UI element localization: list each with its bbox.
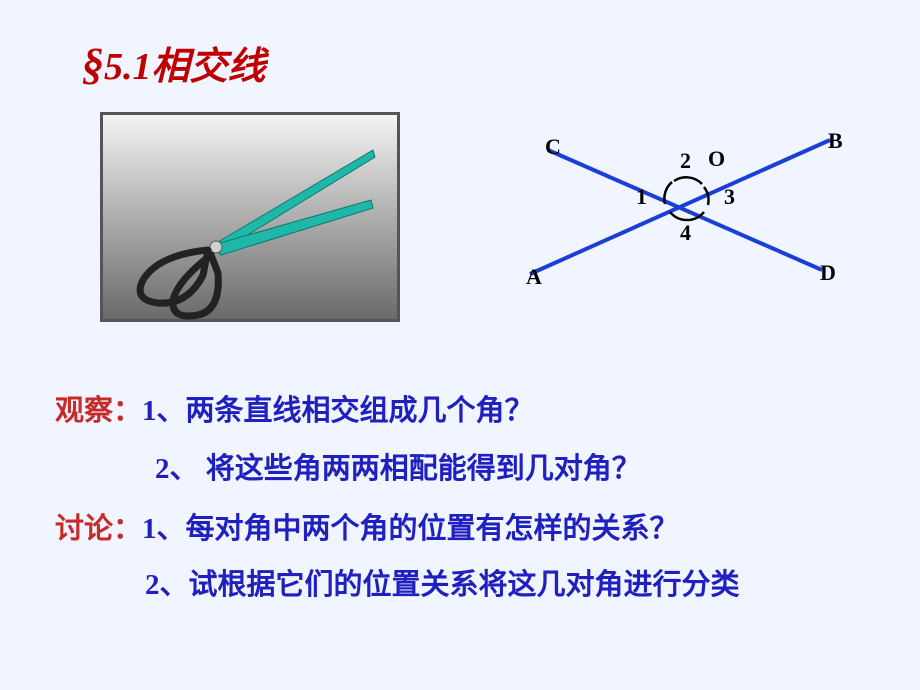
observe-q2: 2、 将这些角两两相配能得到几对角？: [155, 446, 641, 492]
point-label-B: B: [828, 128, 843, 154]
section-title: §5.1相交线: [82, 35, 266, 90]
angle-label-2: 2: [680, 148, 691, 174]
section-symbol: §: [82, 40, 104, 89]
discuss-q1: 1、每对角中两个角的位置有怎样的关系？: [142, 513, 679, 545]
discuss-q2: 2、试根据它们的位置关系将这几对角进行分类: [145, 562, 740, 608]
point-label-D: D: [820, 260, 836, 286]
point-label-C: C: [545, 134, 561, 160]
observe-label: 观察：: [55, 395, 142, 427]
point-label-A: A: [526, 264, 542, 290]
point-label-O: O: [708, 146, 725, 172]
angle-label-1: 1: [636, 184, 647, 210]
intersecting-lines-diagram: C B A D O 1 2 3 4: [490, 112, 860, 302]
angle-label-4: 4: [680, 220, 691, 246]
section-cn-text: 相交线: [152, 46, 266, 88]
scissors-image: [100, 112, 400, 322]
discuss-label: 讨论：: [55, 513, 142, 545]
observe-line-1: 观察：1、两条直线相交组成几个角？: [55, 388, 534, 434]
angle-label-3: 3: [724, 184, 735, 210]
discuss-line-1: 讨论：1、每对角中两个角的位置有怎样的关系？: [55, 506, 679, 552]
section-number: 5.1: [104, 46, 152, 88]
observe-q1: 1、两条直线相交组成几个角？: [142, 395, 534, 427]
